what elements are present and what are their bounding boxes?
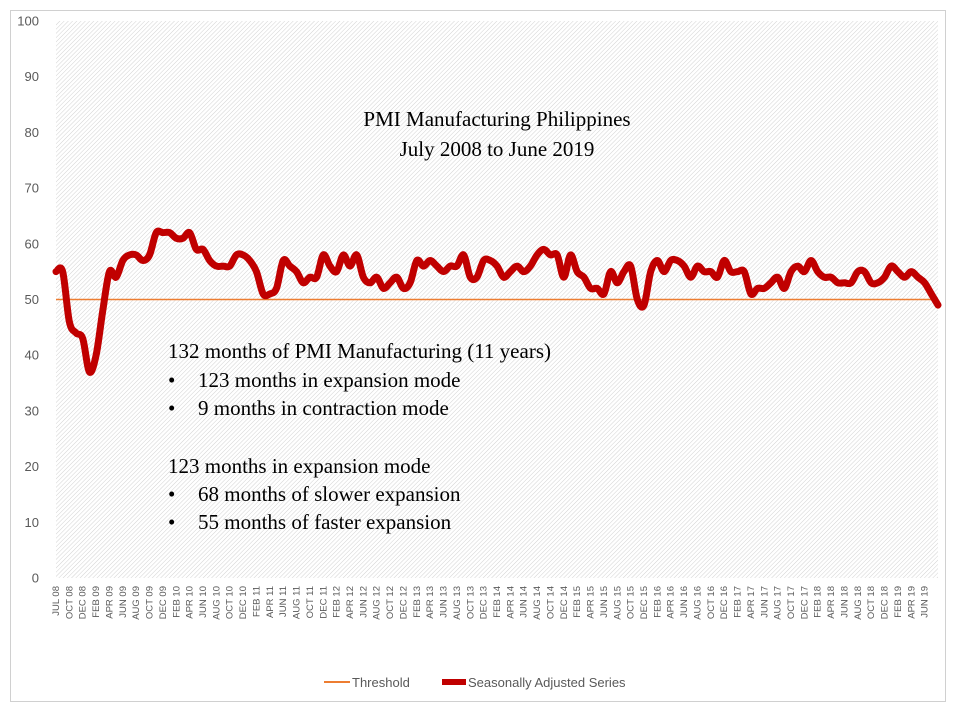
x-tick-label: AUG 18: [853, 586, 864, 620]
x-tick-label: JUN 15: [599, 586, 610, 618]
x-tick-label: FEB 19: [893, 586, 904, 618]
notes-block-1-item: 9 months in contraction mode: [198, 396, 449, 420]
x-tick-label: DEC 18: [880, 586, 891, 619]
x-tick-label: OCT 18: [866, 586, 877, 619]
x-tick-label: JUN 13: [439, 586, 450, 618]
x-tick-label: AUG 09: [131, 586, 142, 620]
legend-threshold-label: Threshold: [352, 675, 410, 690]
bullet-icon: •: [168, 482, 175, 506]
x-tick-label: DEC 17: [799, 586, 810, 619]
x-tick-label: APR 19: [906, 586, 917, 619]
x-tick-label: JUN 19: [920, 586, 931, 618]
x-tick-label: JUN 14: [519, 586, 530, 618]
x-tick-label: AUG 14: [532, 586, 543, 620]
legend-series-label: Seasonally Adjusted Series: [468, 675, 626, 690]
x-tick-label: APR 11: [265, 586, 276, 618]
x-tick-label: APR 14: [505, 586, 516, 619]
x-axis: JUL 08 OCT 08 DEC 08 FEB 09 APR 09 JUN 09 AUG …: [51, 586, 931, 620]
x-tick-label: APR 18: [826, 586, 837, 619]
x-tick-label: FEB 16: [652, 586, 663, 618]
x-tick-label: OCT 12: [385, 586, 396, 619]
notes-block-2: 123 months in expansion mode • 68 months…: [168, 454, 461, 534]
x-tick-label: JUN 10: [198, 586, 209, 618]
x-tick-label: APR 09: [104, 586, 115, 619]
notes-block-1-item: 123 months in expansion mode: [198, 368, 460, 392]
x-tick-label: AUG 11: [292, 586, 303, 619]
notes-block-1-heading: 132 months of PMI Manufacturing (11 year…: [168, 339, 551, 363]
x-tick-label: JUN 12: [358, 586, 369, 618]
x-tick-label: APR 13: [425, 586, 436, 619]
x-tick-label: FEB 17: [733, 586, 744, 618]
x-tick-label: FEB 10: [171, 586, 182, 618]
x-tick-label: OCT 08: [64, 586, 75, 619]
x-tick-label: AUG 12: [372, 586, 383, 620]
x-tick-label: APR 16: [666, 586, 677, 619]
x-tick-label: AUG 16: [692, 586, 703, 620]
x-tick-label: DEC 10: [238, 586, 249, 619]
x-tick-label: DEC 09: [158, 586, 169, 619]
x-tick-label: JUN 18: [839, 586, 850, 618]
x-tick-label: JUN 17: [759, 586, 770, 618]
x-tick-label: FEB 13: [412, 586, 423, 618]
x-tick-label: OCT 10: [225, 586, 236, 619]
bullet-icon: •: [168, 510, 175, 534]
x-tick-label: APR 17: [746, 586, 757, 619]
x-tick-label: APR 12: [345, 586, 356, 619]
x-tick-label: OCT 09: [145, 586, 156, 619]
y-tick-label: 100: [17, 14, 39, 29]
y-tick-label: 10: [25, 515, 39, 530]
x-tick-label: AUG 13: [452, 586, 463, 620]
x-tick-label: DEC 12: [398, 586, 409, 619]
notes-block-2-heading: 123 months in expansion mode: [168, 454, 430, 478]
x-tick-label: OCT 11: [305, 586, 316, 618]
x-tick-label: AUG 15: [612, 586, 623, 620]
x-tick-label: OCT 13: [465, 586, 476, 619]
x-tick-label: FEB 09: [91, 586, 102, 618]
x-tick-label: AUG 10: [211, 586, 222, 620]
y-tick-label: 30: [25, 403, 39, 418]
x-tick-label: JUL 08: [51, 586, 62, 616]
bullet-icon: •: [168, 368, 175, 392]
x-tick-label: APR 10: [185, 586, 196, 619]
bullet-icon: •: [168, 396, 175, 420]
y-tick-label: 20: [25, 459, 39, 474]
x-tick-label: FEB 15: [572, 586, 583, 618]
y-tick-label: 70: [25, 181, 39, 196]
y-axis: 0 10 20 30 40 50 60 70 80 90 100: [17, 14, 39, 586]
x-tick-label: DEC 08: [78, 586, 89, 619]
y-tick-label: 40: [25, 348, 39, 363]
y-tick-label: 0: [32, 571, 39, 586]
x-tick-label: OCT 15: [626, 586, 637, 619]
legend: Threshold Seasonally Adjusted Series: [324, 675, 626, 690]
x-tick-label: JUN 16: [679, 586, 690, 618]
x-tick-label: FEB 14: [492, 586, 503, 618]
x-tick-label: DEC 15: [639, 586, 650, 619]
y-tick-label: 50: [25, 292, 39, 307]
x-tick-label: DEC 13: [479, 586, 490, 619]
x-tick-label: JUN 11: [278, 586, 289, 617]
x-tick-label: JUN 09: [118, 586, 129, 618]
x-tick-label: OCT 14: [545, 586, 556, 619]
x-tick-label: DEC 16: [719, 586, 730, 619]
notes-block-1: 132 months of PMI Manufacturing (11 year…: [168, 339, 551, 420]
chart-frame: [10, 10, 946, 702]
seasonally-adjusted-series-line: [52, 227, 942, 376]
x-tick-label: FEB 11: [251, 586, 262, 617]
y-tick-label: 80: [25, 125, 39, 140]
chart-subtitle: July 2008 to June 2019: [400, 137, 595, 161]
x-tick-label: OCT 16: [706, 586, 717, 619]
y-tick-label: 90: [25, 69, 39, 84]
chart-title: PMI Manufacturing Philippines: [363, 107, 630, 131]
x-tick-label: FEB 12: [332, 586, 343, 618]
x-tick-label: DEC 14: [559, 586, 570, 619]
notes-block-2-item: 55 months of faster expansion: [198, 510, 452, 534]
x-tick-label: AUG 17: [773, 586, 784, 620]
y-tick-label: 60: [25, 236, 39, 251]
x-tick-label: FEB 18: [813, 586, 824, 618]
x-tick-label: OCT 17: [786, 586, 797, 619]
notes-block-2-item: 68 months of slower expansion: [198, 482, 461, 506]
x-tick-label: APR 15: [586, 586, 597, 619]
x-tick-label: DEC 11: [318, 586, 329, 619]
